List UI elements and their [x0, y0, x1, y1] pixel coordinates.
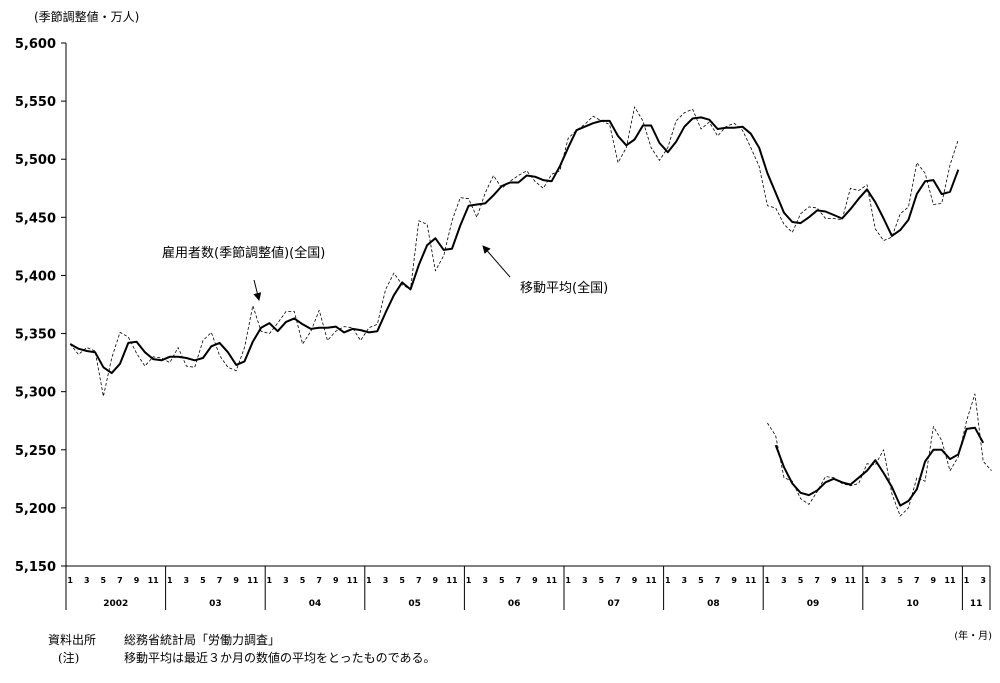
x-tick-label: 11	[247, 576, 259, 585]
y-tick-label: 5,550	[15, 95, 56, 110]
y-tick-label: 5,200	[15, 502, 56, 517]
x-tick-label: 11	[944, 576, 956, 585]
x-tick-label: 7	[117, 576, 123, 585]
x-tick-label: 7	[814, 576, 820, 585]
x-tick-label: 9	[433, 576, 439, 585]
moving-average-lower-line	[774, 426, 985, 507]
x-tick-label: 3	[184, 576, 190, 585]
y-unit-note: (季節調整値・万人)	[34, 10, 140, 24]
year-label: 07	[608, 599, 621, 609]
year-label: 09	[807, 599, 820, 609]
x-tick-label: 7	[516, 576, 522, 585]
y-tick-label: 5,400	[15, 269, 56, 284]
x-tick-label: 1	[964, 576, 970, 585]
x-tick-label: 1	[366, 576, 372, 585]
x-tick-label: 9	[831, 576, 837, 585]
x-tick-label: 9	[333, 576, 339, 585]
y-tick-label: 5,300	[15, 386, 56, 401]
x-tick-label: 1	[267, 576, 273, 585]
x-tick-label: 11	[148, 576, 160, 585]
moving-average-line	[69, 116, 960, 375]
x-tick-label: 11	[845, 576, 857, 585]
x-tick-label: 1	[466, 576, 472, 585]
annotation-moving-average-arrow	[482, 245, 511, 278]
annotation-employees: 雇用者数(季節調整値)(全国)	[162, 245, 325, 261]
year-label: 10	[906, 599, 919, 609]
x-unit-note: (年・月)	[954, 631, 992, 642]
annotation-moving-average: 移動平均(全国)	[520, 280, 608, 296]
year-label: 2002	[103, 599, 128, 609]
note-label: (注)	[58, 651, 80, 665]
y-tick-label: 5,250	[15, 444, 56, 459]
x-tick-label: 5	[798, 576, 804, 585]
year-label: 11	[970, 599, 983, 609]
note-text: 移動平均は最近３か月の数値の平均をとったものである。	[124, 651, 436, 665]
year-label: 03	[209, 599, 222, 609]
x-tick-label: 7	[416, 576, 422, 585]
x-tick-label: 5	[599, 576, 605, 585]
x-tick-label: 7	[914, 576, 920, 585]
x-tick-label: 7	[715, 576, 721, 585]
x-tick-label: 5	[499, 576, 505, 585]
x-tick-label: 11	[646, 576, 658, 585]
year-label: 08	[707, 599, 720, 609]
annotations: 雇用者数(季節調整値)(全国) 移動平均(全国)	[162, 245, 608, 301]
series-lines	[69, 106, 992, 517]
x-tick-label: 1	[167, 576, 173, 585]
x-tick-label: 3	[383, 576, 389, 585]
x-tick-label: 3	[482, 576, 488, 585]
x-tick-label: 5	[897, 576, 903, 585]
x-tick-label: 5	[698, 576, 704, 585]
chart-axes	[61, 42, 991, 610]
year-label: 06	[508, 599, 521, 609]
y-tick-label: 5,150	[15, 560, 56, 575]
x-tick-label: 1	[665, 576, 671, 585]
x-tick-label: 9	[134, 576, 140, 585]
x-tick-label: 1	[864, 576, 870, 585]
year-label: 05	[408, 599, 421, 609]
x-tick-label: 11	[347, 576, 359, 585]
x-tick-label: 3	[781, 576, 787, 585]
y-tick-label: 5,500	[15, 153, 56, 168]
x-tick-label: 1	[565, 576, 571, 585]
y-tick-labels: 5,150 5,200 5,250 5,300 5,350 5,400 5,450 5,500…	[15, 37, 56, 575]
y-tick-label: 5,350	[15, 328, 56, 343]
employees-seasonally-adjusted-lower-line	[767, 393, 992, 517]
y-tick-label: 5,450	[15, 211, 56, 226]
x-tick-label: 9	[233, 576, 239, 585]
x-tick-labels: 1 3 5 7 9 11 1 3 5 7 9 11 1 3 5 7 9 11 1 3 5 7 9 11 1 3 5 7 9 11 1 3 5 7 9…	[67, 576, 986, 585]
year-label: 04	[309, 599, 322, 609]
x-tick-label: 7	[217, 576, 223, 585]
annotation-employees-arrow	[253, 279, 262, 301]
x-tick-label: 5	[399, 576, 405, 585]
x-tick-label: 3	[582, 576, 588, 585]
x-tick-label: 5	[200, 576, 206, 585]
x-tick-label: 3	[682, 576, 688, 585]
x-tick-label: 9	[632, 576, 638, 585]
x-tick-label: 3	[283, 576, 289, 585]
source-text: 総務省統計局「労働力調査」	[124, 633, 281, 647]
x-tick-label: 1	[67, 576, 73, 585]
x-tick-label: 9	[931, 576, 937, 585]
x-tick-label: 11	[546, 576, 558, 585]
source-label: 資料出所	[48, 633, 97, 647]
employees-seasonally-adjusted-line	[69, 106, 959, 397]
x-tick-label: 1	[765, 576, 771, 585]
x-tick-label: 9	[532, 576, 538, 585]
x-tick-label: 9	[731, 576, 737, 585]
x-tick-label: 3	[980, 576, 986, 585]
x-tick-label: 7	[615, 576, 621, 585]
x-tick-label: 7	[316, 576, 322, 585]
x-tick-label: 11	[745, 576, 757, 585]
x-tick-label: 5	[101, 576, 107, 585]
x-tick-label: 3	[881, 576, 887, 585]
x-tick-label: 3	[84, 576, 90, 585]
year-labels: 2002 03 04 05 06 07 08 09 10 11	[103, 599, 982, 609]
y-tick-label: 5,600	[15, 37, 56, 52]
x-tick-label: 11	[446, 576, 458, 585]
x-tick-label: 5	[300, 576, 306, 585]
